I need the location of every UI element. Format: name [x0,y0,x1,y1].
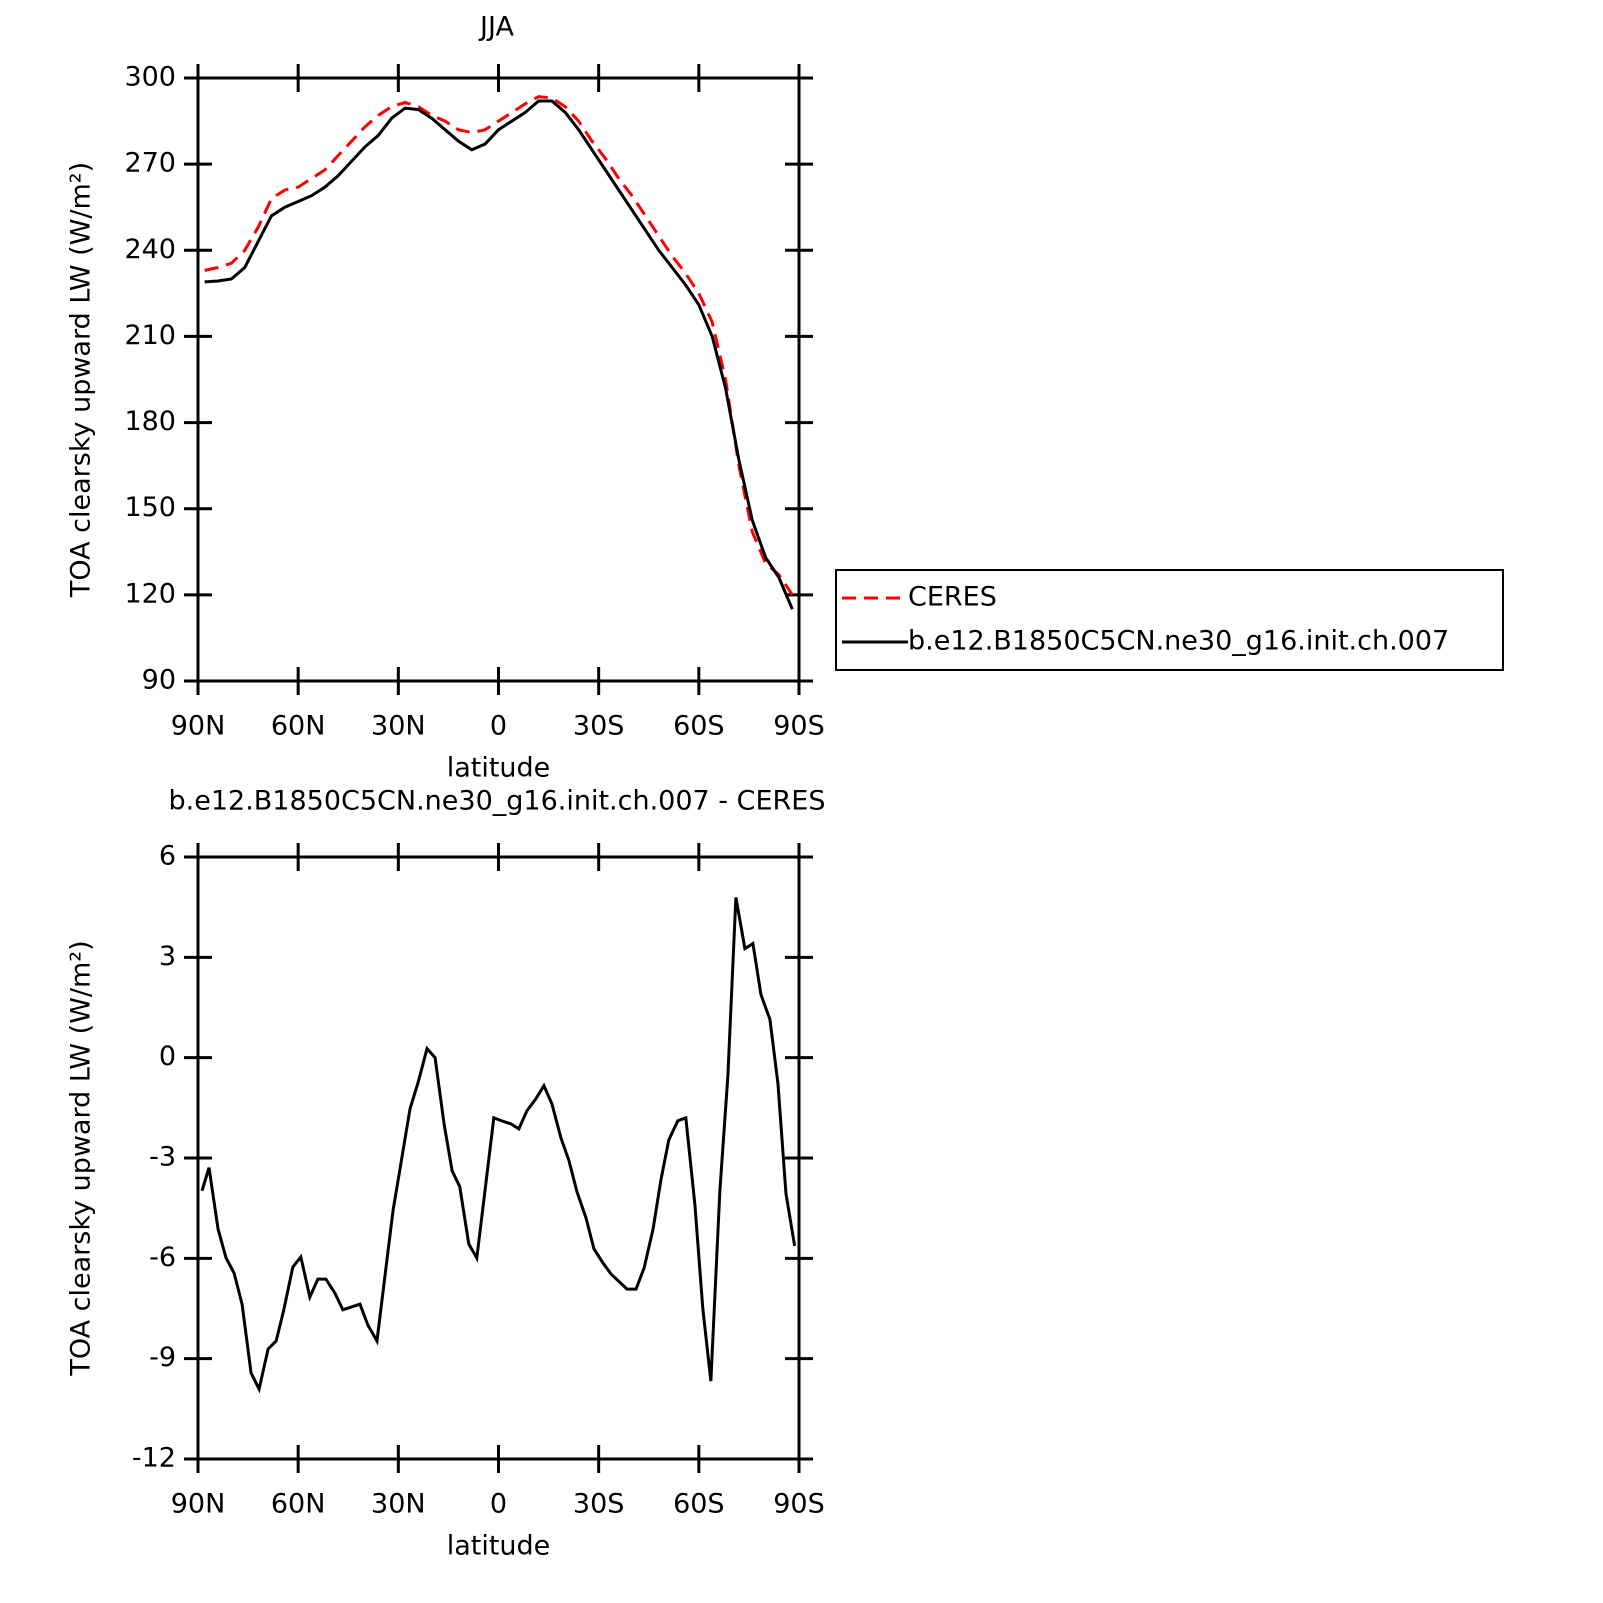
x-tick-label: 30N [371,1489,426,1520]
x-tick-label: 30N [371,711,426,742]
y-tick-label: -9 [149,1342,176,1373]
y-tick-label: 210 [124,320,176,351]
legend-label: CERES [908,582,997,613]
x-axis-label: latitude [447,753,551,784]
y-axis-label: TOA clearsky upward LW (W/m²) [66,940,97,1376]
y-tick-label: -6 [149,1242,176,1273]
y-tick-label: 0 [159,1041,176,1072]
plot-frame [196,76,801,683]
y-tick-label: 120 [124,578,176,609]
x-tick-label: 60S [673,1489,725,1520]
y-tick-label: 3 [159,941,176,972]
x-tick-label: 60S [673,711,725,742]
x-tick-label: 60N [271,1489,326,1520]
x-tick-label: 60N [271,711,326,742]
x-tick-label: 90S [773,1489,825,1520]
x-tick-label: 90N [171,711,226,742]
series-line [204,95,794,596]
x-axis-label: latitude [447,1531,551,1562]
y-tick-label: 180 [124,406,176,437]
x-tick-label: 90S [773,711,825,742]
y-tick-label: 240 [124,234,176,265]
y-tick-label: 270 [124,148,176,179]
chart-title: JJA [478,12,514,43]
y-tick-label: 300 [124,62,176,93]
series-line [204,99,794,610]
y-tick-label: 6 [159,841,176,872]
legend-label: b.e12.B1850C5CN.ne30_g16.init.ch.007 [908,626,1449,657]
y-tick-label: -3 [149,1142,176,1173]
x-tick-label: 0 [490,711,507,742]
y-axis-label: TOA clearsky upward LW (W/m²) [66,162,97,598]
x-tick-label: 0 [490,1489,507,1520]
y-tick-label: 150 [124,492,176,523]
y-tick-label: -12 [132,1443,176,1474]
x-tick-label: 30S [573,711,625,742]
chart-title: b.e12.B1850C5CN.ne30_g16.init.ch.007 - C… [169,786,826,817]
series-line [200,897,797,1394]
x-tick-label: 90N [171,1489,226,1520]
legend-box [835,569,1504,671]
x-tick-label: 30S [573,1489,625,1520]
y-tick-label: 90 [142,665,176,696]
